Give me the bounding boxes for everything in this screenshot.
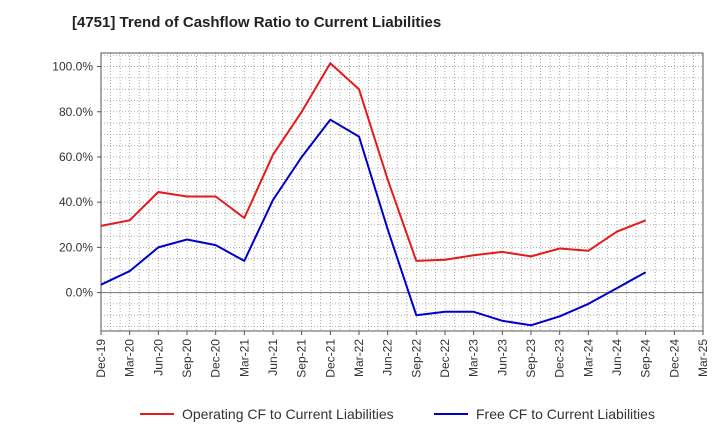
x-tick-label: Dec-20 [209, 339, 223, 378]
legend: Operating CF to Current Liabilities Free … [140, 406, 655, 422]
x-tick-label: Jun-22 [381, 339, 395, 376]
x-tick-label: Mar-22 [352, 339, 366, 377]
series-line-2 [100, 118, 647, 327]
x-tick-label: Mar-24 [581, 339, 595, 377]
x-tick-label: Mar-25 [696, 339, 710, 377]
y-axis: 0.0% 20.0% 40.0% 60.0% 80.0% 100.0% [52, 60, 101, 300]
x-axis: Dec-19 Mar-20 Jun-20 Sep-20 Dec-20 Mar-21 Jun-… [94, 331, 710, 378]
x-tick-label: Sep-20 [180, 339, 194, 378]
x-tick-label: Mar-20 [123, 339, 137, 377]
x-tick-label: Dec-24 [667, 339, 681, 378]
x-tick-label: Jun-20 [151, 339, 165, 376]
x-tick-label: Jun-21 [266, 339, 280, 376]
legend-label-1: Operating CF to Current Liabilities [182, 406, 394, 422]
x-tick-label: Sep-22 [409, 339, 423, 378]
x-tick-label: Jun-23 [495, 339, 509, 376]
y-tick-label: 80.0% [59, 105, 93, 119]
x-tick-label: Jun-24 [610, 339, 624, 376]
x-tick-label: Dec-22 [438, 339, 452, 378]
x-tick-label: Dec-21 [323, 339, 337, 378]
legend-label-2: Free CF to Current Liabilities [476, 406, 655, 422]
x-tick-label: Sep-21 [295, 339, 309, 378]
x-tick-label: Sep-24 [639, 339, 653, 378]
y-tick-label: 60.0% [59, 150, 93, 164]
grid [100, 53, 704, 331]
plot-frame [100, 52, 704, 332]
chart-title: [4751] Trend of Cashflow Ratio to Curren… [72, 14, 442, 31]
y-tick-label: 20.0% [59, 240, 93, 254]
y-tick-label: 40.0% [59, 195, 93, 209]
x-tick-label: Mar-23 [467, 339, 481, 377]
series-line-1 [100, 62, 647, 262]
x-tick-label: Sep-23 [524, 339, 538, 378]
y-tick-label: 100.0% [52, 60, 93, 74]
y-tick-label: 0.0% [66, 286, 94, 300]
x-tick-label: Mar-21 [237, 339, 251, 377]
x-tick-label: Dec-23 [553, 339, 567, 378]
x-tick-label: Dec-19 [94, 339, 108, 378]
series-lines [100, 62, 647, 327]
